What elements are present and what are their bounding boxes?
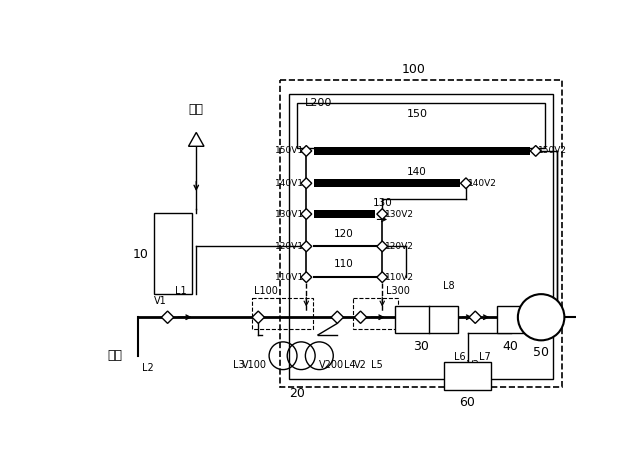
Polygon shape <box>531 146 541 156</box>
Polygon shape <box>355 311 367 323</box>
Polygon shape <box>301 241 312 252</box>
Text: 100: 100 <box>401 63 425 76</box>
Polygon shape <box>161 311 174 323</box>
Text: 140V2: 140V2 <box>468 179 497 188</box>
Text: V2: V2 <box>354 359 367 370</box>
Text: 110V2: 110V2 <box>385 273 413 282</box>
Bar <box>314 210 374 218</box>
Text: 10: 10 <box>132 248 148 261</box>
Text: 150V2: 150V2 <box>538 146 567 155</box>
Bar <box>395 306 458 333</box>
Text: 50: 50 <box>533 346 549 359</box>
Text: V1: V1 <box>154 296 166 306</box>
Text: 20: 20 <box>289 387 305 400</box>
Text: L100: L100 <box>254 286 278 296</box>
Bar <box>297 103 545 148</box>
Polygon shape <box>252 311 264 323</box>
Polygon shape <box>377 209 388 219</box>
Text: 120V1: 120V1 <box>275 242 304 251</box>
Text: L5: L5 <box>371 359 382 370</box>
Text: L300: L300 <box>386 286 410 296</box>
Text: 150: 150 <box>406 109 428 119</box>
Text: L6: L6 <box>454 352 465 362</box>
Text: 130V1: 130V1 <box>275 210 304 219</box>
Polygon shape <box>377 272 388 283</box>
Bar <box>497 306 525 333</box>
Text: L8: L8 <box>443 281 454 292</box>
Bar <box>280 80 562 387</box>
Text: 110V1: 110V1 <box>275 273 304 282</box>
Text: L1: L1 <box>175 286 187 296</box>
Polygon shape <box>301 178 312 188</box>
Polygon shape <box>331 311 344 323</box>
Text: L200: L200 <box>305 98 332 108</box>
Bar <box>353 298 397 329</box>
Text: V3: V3 <box>467 359 479 370</box>
Text: 60: 60 <box>460 396 476 409</box>
Text: V100: V100 <box>242 359 267 370</box>
Text: 40: 40 <box>502 340 518 353</box>
Text: L3: L3 <box>233 359 244 370</box>
Text: L2: L2 <box>142 364 154 373</box>
Text: 120V2: 120V2 <box>385 242 413 251</box>
Text: 120: 120 <box>333 229 353 239</box>
Bar <box>289 94 553 379</box>
Text: エア: エア <box>189 103 204 116</box>
Text: 150V1: 150V1 <box>275 146 304 155</box>
Bar <box>444 362 491 390</box>
Polygon shape <box>189 133 204 146</box>
Text: 30: 30 <box>413 340 429 353</box>
Polygon shape <box>301 209 312 219</box>
Polygon shape <box>301 272 312 283</box>
Polygon shape <box>461 178 472 188</box>
Text: L7: L7 <box>479 352 490 362</box>
Text: V200: V200 <box>319 359 344 370</box>
Polygon shape <box>377 241 388 252</box>
Text: L4: L4 <box>344 359 355 370</box>
Bar <box>252 298 312 329</box>
Text: 140V1: 140V1 <box>275 179 304 188</box>
Bar <box>314 147 529 155</box>
Circle shape <box>518 294 564 340</box>
Bar <box>154 213 193 294</box>
Text: 130V2: 130V2 <box>385 210 413 219</box>
Text: 140: 140 <box>407 167 427 177</box>
Text: ガス: ガス <box>107 349 122 362</box>
Text: 130: 130 <box>372 198 392 208</box>
Text: 110: 110 <box>333 260 353 269</box>
Bar <box>314 179 460 187</box>
Polygon shape <box>301 146 312 156</box>
Polygon shape <box>469 311 481 323</box>
